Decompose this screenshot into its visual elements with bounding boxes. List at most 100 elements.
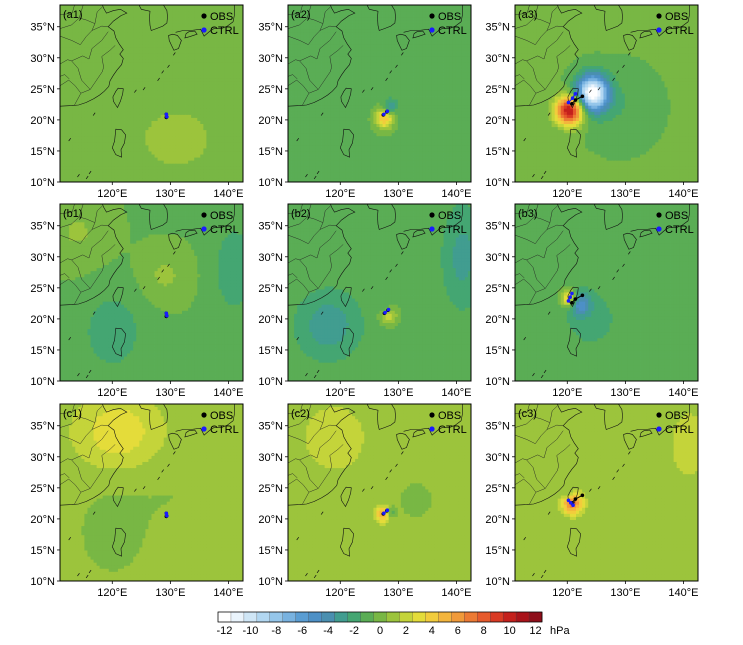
heatmap-cell [69,8,73,12]
heatmap-cell [419,26,423,30]
heatmap-cell [160,172,165,177]
heatmap-cell [172,84,177,88]
heatmap-cell [224,38,229,43]
heatmap-cell [99,47,104,52]
heatmap-cell [102,32,107,36]
heatmap-cell [330,62,335,67]
heatmap-cell [148,59,152,64]
heatmap-cell [376,56,380,61]
heatmap-cell [309,35,313,39]
heatmap-cell [114,154,119,158]
heatmap-cell [166,120,171,125]
heatmap-cell [96,53,101,58]
heatmap-cell [455,41,460,46]
heatmap-cell [449,53,454,58]
heatmap-cell [160,23,165,27]
heatmap-cell [333,66,338,70]
heatmap-cell [105,114,110,119]
heatmap-cell [142,62,146,67]
heatmap-cell [60,47,64,52]
heatmap-cell [309,26,313,30]
heatmap-cell [99,130,104,134]
heatmap-cell [364,53,368,58]
heatmap-cell [185,47,189,52]
heatmap-cell [416,75,420,79]
heatmap-cell [84,5,88,9]
heatmap-cell [306,26,310,30]
heatmap-cell [413,17,417,21]
heatmap-cell [151,38,155,43]
heatmap-cell [151,26,155,30]
heatmap-cell [227,90,232,94]
heatmap-cell [413,44,417,49]
heatmap-cell [215,133,219,137]
heatmap-cell [145,81,149,85]
heatmap-cell [185,17,189,21]
heatmap-cell [233,172,238,177]
heatmap-cell [63,69,67,73]
heatmap-cell [206,148,210,152]
heatmap-cell [142,75,146,79]
heatmap-cell [99,160,104,165]
heatmap-cell [78,166,82,171]
heatmap-cell [66,160,70,165]
heatmap-cell [318,50,322,55]
heatmap-cell [349,72,353,76]
heatmap-cell [117,87,122,91]
heatmap-cell [133,23,137,27]
heatmap-cell [227,154,232,158]
heatmap-cell [72,136,76,140]
heatmap-cell [69,127,73,131]
heatmap-cell [233,56,238,61]
heatmap-cell [90,29,94,33]
heatmap-cell [336,72,341,76]
heatmap-cell [136,66,140,70]
heatmap-cell [449,66,454,70]
heatmap-cell [224,157,229,162]
heatmap-cell [431,20,435,24]
heatmap-cell [355,8,359,12]
heatmap-cell [236,84,241,88]
heatmap-cell [197,11,201,15]
heatmap-cell [178,114,183,119]
heatmap-cell [227,66,232,70]
heatmap-cell [133,142,137,146]
heatmap-cell [188,136,192,140]
heatmap-cell [188,148,192,152]
heatmap-cell [84,139,88,143]
heatmap-cell [78,38,82,43]
heatmap-cell [297,50,301,55]
heatmap-cell [136,78,140,82]
heatmap-cell [197,66,201,70]
heatmap-cell [406,11,411,15]
heatmap-cell [336,53,341,58]
heatmap-cell [117,50,122,55]
heatmap-cell [163,160,168,165]
heatmap-cell [376,11,380,15]
heatmap-cell [66,114,70,119]
heatmap-cell [379,38,383,43]
heatmap-cell [224,44,229,49]
heatmap-cell [461,56,466,61]
heatmap-cell [66,172,70,177]
heatmap-cell [66,26,70,30]
heatmap-cell [227,26,232,30]
heatmap-cell [145,87,149,91]
heatmap-cell [458,44,463,49]
heatmap-cell [175,96,180,100]
heatmap-cell [121,17,125,21]
heatmap-cell [105,93,110,97]
heatmap-cell [230,166,235,171]
heatmap-cell [111,127,116,131]
heatmap-cell [200,166,204,171]
heatmap-cell [102,66,107,70]
heatmap-cell [452,69,457,73]
heatmap-cell [169,127,174,131]
heatmap-cell [139,108,143,113]
heatmap-cell [215,20,219,24]
heatmap-cell [130,93,134,97]
heatmap-cell [105,172,110,177]
heatmap-cell [166,163,171,168]
heatmap-cell [182,102,186,107]
heatmap-cell [200,44,204,49]
